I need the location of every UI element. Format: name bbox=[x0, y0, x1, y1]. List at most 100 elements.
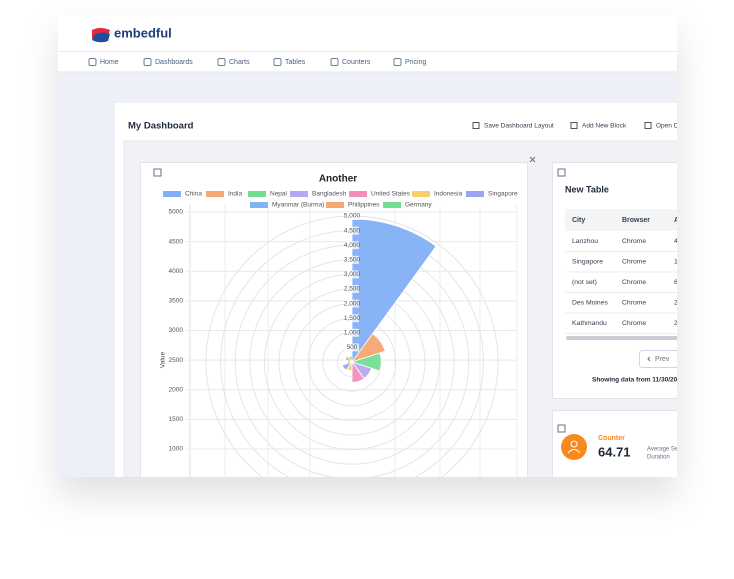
table-cell: Lanzhou bbox=[572, 238, 598, 245]
legend-swatch[interactable] bbox=[412, 191, 430, 197]
legend-label[interactable]: Nepal bbox=[270, 191, 288, 198]
table-cell: Chrome bbox=[622, 299, 646, 306]
radial-tick-label: 5,000 bbox=[344, 213, 361, 220]
radial-tick-label: 1,500 bbox=[344, 315, 361, 322]
table-cell: 2 bbox=[674, 299, 678, 306]
nav-item[interactable]: Pricing bbox=[405, 59, 427, 66]
table-footer: Showing data from 11/30/20 bbox=[592, 377, 678, 384]
legend-label[interactable]: Bangladesh bbox=[312, 191, 347, 198]
legend-swatch[interactable] bbox=[250, 202, 268, 208]
column-header[interactable]: A bbox=[674, 217, 679, 224]
legend-swatch[interactable] bbox=[248, 191, 266, 197]
radial-tick-label: 500 bbox=[347, 344, 358, 351]
radial-tick-backdrop bbox=[345, 270, 359, 279]
legend-swatch[interactable] bbox=[466, 191, 484, 197]
table-cell: Des Moines bbox=[572, 299, 608, 306]
dashboard-actions: Save Dashboard Layout Add New Block Open D bbox=[472, 122, 679, 130]
dashboard-title: My Dashboard bbox=[128, 121, 194, 132]
nav-item[interactable]: Dashboards bbox=[155, 59, 193, 66]
table-header-bg bbox=[565, 209, 677, 231]
legend-label[interactable]: Singapore bbox=[488, 191, 518, 198]
legend-label[interactable]: Germany bbox=[405, 202, 432, 209]
legend-swatch[interactable] bbox=[383, 202, 401, 208]
polar-segment bbox=[351, 360, 365, 383]
legend-swatch[interactable] bbox=[206, 191, 224, 197]
edit-icon[interactable] bbox=[557, 168, 566, 177]
legend: China India Nepal Bangladesh United States In… bbox=[163, 191, 518, 209]
nav-icon bbox=[88, 58, 97, 66]
chart-card bbox=[140, 162, 528, 477]
chart-title: Another bbox=[319, 174, 357, 185]
nav-item[interactable]: Tables bbox=[285, 59, 306, 66]
radial-tick-label: 4,500 bbox=[344, 227, 361, 234]
legend-label[interactable]: United States bbox=[371, 191, 411, 198]
action-icon bbox=[644, 122, 652, 129]
y-tick-label: 4500 bbox=[169, 238, 184, 245]
nav-icon bbox=[330, 58, 339, 66]
y-tick-label: 4000 bbox=[169, 268, 184, 275]
edit-icon[interactable] bbox=[153, 168, 162, 177]
nav-item[interactable]: Home bbox=[100, 59, 119, 66]
prev-icon bbox=[647, 356, 651, 362]
legend-label[interactable]: Indonesia bbox=[434, 191, 463, 198]
brand[interactable]: embedful bbox=[114, 25, 172, 40]
counter-label: Counter bbox=[598, 435, 625, 442]
y-tick-label: 3500 bbox=[169, 298, 184, 305]
table-cell: Chrome bbox=[622, 258, 646, 265]
radial-tick-label: 1,000 bbox=[344, 330, 361, 337]
polar-segment bbox=[350, 352, 382, 372]
legend-swatch[interactable] bbox=[163, 191, 181, 197]
nav-item[interactable]: Charts bbox=[229, 59, 250, 66]
edit-icon[interactable] bbox=[557, 424, 566, 433]
nav-item[interactable]: Counters bbox=[342, 59, 371, 66]
radial-tick-label: 3,500 bbox=[344, 257, 361, 264]
radial-tick-label: 4,000 bbox=[344, 242, 361, 249]
table-cell: 2 bbox=[674, 320, 678, 327]
table: City Browser A Lanzhou Chrome 4 Singapore Chrom… bbox=[565, 217, 679, 334]
y-tick-label: 2000 bbox=[169, 386, 184, 393]
nav-icon bbox=[273, 58, 282, 66]
counter-value: 64.71 bbox=[598, 444, 631, 459]
table-cell: Chrome bbox=[622, 320, 646, 327]
prev-button[interactable] bbox=[639, 350, 690, 368]
legend-swatch[interactable] bbox=[349, 191, 367, 197]
legend-label[interactable]: India bbox=[228, 191, 242, 198]
action-button[interactable]: Save Dashboard Layout bbox=[484, 123, 554, 130]
y-tick-label: 1500 bbox=[169, 416, 184, 423]
legend-swatch[interactable] bbox=[326, 202, 344, 208]
table-cell: Kathmandu bbox=[572, 320, 607, 327]
nav-icon bbox=[143, 58, 152, 66]
column-header[interactable]: City bbox=[572, 217, 585, 224]
polar-segment bbox=[348, 355, 353, 364]
counter-icon-glyph bbox=[567, 449, 581, 454]
table-cell: Chrome bbox=[622, 279, 646, 286]
y-tick-label: 2500 bbox=[169, 357, 184, 364]
column-header[interactable]: Browser bbox=[622, 217, 650, 224]
radial-tick-label: 2,500 bbox=[344, 286, 361, 293]
table-cell: Chrome bbox=[622, 238, 646, 245]
table-cell: (not set) bbox=[572, 279, 597, 286]
radial-tick-backdrop bbox=[345, 299, 359, 308]
radial-tick-label: 3,000 bbox=[344, 271, 361, 278]
scrollbar[interactable] bbox=[566, 336, 681, 340]
table-cell: 4 bbox=[674, 238, 678, 245]
counter-description: Duration bbox=[647, 455, 670, 461]
y-tick-label: 1000 bbox=[169, 446, 184, 453]
legend-swatch[interactable] bbox=[290, 191, 308, 197]
prev-label[interactable]: Prev bbox=[655, 356, 670, 363]
action-button[interactable]: Open D bbox=[656, 123, 679, 130]
radial-tick-backdrop bbox=[345, 241, 359, 250]
legend-label[interactable]: Myanmar (Burma) bbox=[272, 202, 324, 209]
nav: Home Dashboards Charts Tables Counters Pricin… bbox=[88, 58, 427, 66]
legend-label[interactable]: China bbox=[185, 191, 202, 198]
table-title: New Table bbox=[565, 184, 609, 194]
action-button[interactable]: Add New Block bbox=[582, 123, 627, 130]
table-cell: 6 bbox=[674, 279, 678, 286]
y-axis-label: Value bbox=[160, 352, 167, 369]
radial-tick-backdrop bbox=[345, 314, 359, 323]
counter-card bbox=[552, 410, 677, 477]
close-icon[interactable] bbox=[529, 156, 536, 163]
legend-label[interactable]: Philippines bbox=[348, 202, 380, 209]
